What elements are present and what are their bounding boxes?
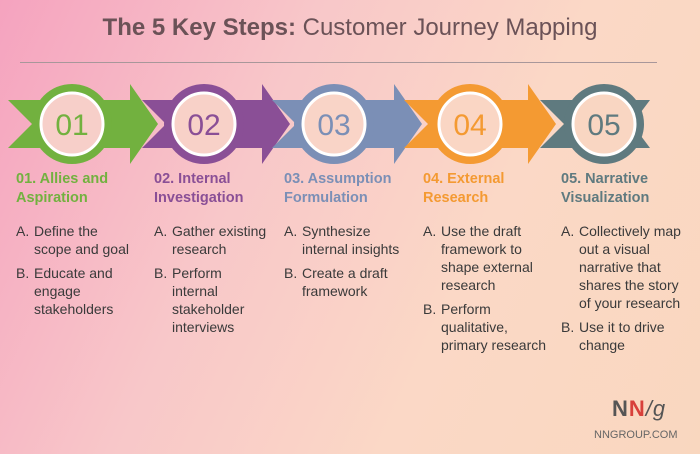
- item-letter: B.: [154, 265, 168, 281]
- title-rest: Customer Journey Mapping: [302, 14, 598, 41]
- step-1-column: 01. Allies and Aspiration A. Define the s…: [16, 170, 136, 324]
- step-1-arrow: 01: [8, 84, 158, 164]
- step-4-number: 04: [453, 109, 486, 142]
- logo-slash-g: /g: [645, 396, 667, 421]
- item-letter: A.: [561, 223, 575, 239]
- item-letter: A.: [423, 223, 437, 239]
- step-4-arrow: 04: [404, 84, 556, 164]
- step-4-column: 04. External Research A. Use the draft fr…: [423, 170, 549, 360]
- item-text: Perform internal stakeholder interviews: [172, 265, 245, 335]
- step-3-arrow: 03: [272, 84, 422, 164]
- step-5-list: A. Collectively map out a visual narrativ…: [561, 222, 689, 354]
- step-2-column: 02. Internal Investigation A. Gather exis…: [154, 170, 270, 342]
- step-4-item-a: A. Use the draft framework to shape exter…: [423, 222, 549, 294]
- step-1-heading: 01. Allies and Aspiration: [16, 171, 109, 206]
- item-letter: B.: [423, 301, 437, 317]
- step-5-column: 05. Narrative Visualization A. Collective…: [561, 170, 689, 360]
- step-2-heading: 02. Internal Investigation: [154, 171, 244, 206]
- step-1-item-b: B. Educate and engage stakeholders: [16, 264, 136, 318]
- step-1-number: 01: [55, 109, 88, 142]
- step-4-heading: 04. External Research: [423, 171, 505, 206]
- item-letter: A.: [16, 223, 30, 239]
- step-5-item-a: A. Collectively map out a visual narrativ…: [561, 222, 689, 312]
- step-4-list: A. Use the draft framework to shape exter…: [423, 222, 549, 354]
- logo-n1: N: [612, 396, 629, 421]
- item-letter: B.: [16, 265, 30, 281]
- item-letter: A.: [154, 223, 168, 239]
- item-letter: A.: [284, 223, 298, 239]
- steps-arrow-band: 01 02 03 04 05: [8, 84, 650, 164]
- step-1-list: A. Define the scope and goal B. Educate an…: [16, 222, 136, 318]
- item-text: Use it to drive change: [579, 319, 665, 353]
- item-text: Gather existing research: [172, 223, 267, 257]
- site-url: NNGROUP.COM: [594, 429, 678, 441]
- step-4-item-b: B. Perform qualitative, primary research: [423, 300, 549, 354]
- item-letter: B.: [284, 265, 298, 281]
- item-text: Create a draft framework: [302, 265, 388, 299]
- nng-logo: NN/g: [612, 396, 666, 422]
- step-2-item-a: A. Gather existing research: [154, 222, 270, 258]
- item-text: Synthesize internal insights: [302, 223, 400, 257]
- step-1-item-a: A. Define the scope and goal: [16, 222, 136, 258]
- step-2-list: A. Gather existing research B. Perform int…: [154, 222, 270, 336]
- title-bold: The 5 Key Steps:: [102, 14, 296, 41]
- page-title: The 5 Key Steps: Customer Journey Mappin…: [0, 14, 700, 42]
- item-text: Educate and engage stakeholders: [34, 265, 114, 317]
- step-3-list: A. Synthesize internal insights B. Create …: [284, 222, 410, 300]
- step-5-heading: 05. Narrative Visualization: [561, 171, 650, 206]
- step-3-item-a: A. Synthesize internal insights: [284, 222, 410, 258]
- step-2-number: 02: [187, 109, 220, 142]
- logo-n2: N: [628, 396, 646, 421]
- item-text: Collectively map out a visual narrative …: [579, 223, 681, 311]
- step-2-arrow: 02: [142, 84, 290, 164]
- step-5-arrow: 05: [540, 84, 650, 164]
- item-letter: B.: [561, 319, 575, 335]
- step-5-number: 05: [587, 109, 620, 142]
- title-divider: [20, 62, 657, 63]
- item-text: Perform qualitative, primary research: [441, 301, 547, 353]
- step-3-number: 03: [317, 109, 350, 142]
- step-5-item-b: B. Use it to drive change: [561, 318, 689, 354]
- item-text: Define the scope and goal: [34, 223, 129, 257]
- step-3-heading: 03. Assumption Formulation: [284, 171, 392, 206]
- step-3-item-b: B. Create a draft framework: [284, 264, 410, 300]
- item-text: Use the draft framework to shape externa…: [441, 223, 533, 293]
- step-2-item-b: B. Perform internal stakeholder interview…: [154, 264, 270, 336]
- step-3-column: 03. Assumption Formulation A. Synthesize …: [284, 170, 410, 306]
